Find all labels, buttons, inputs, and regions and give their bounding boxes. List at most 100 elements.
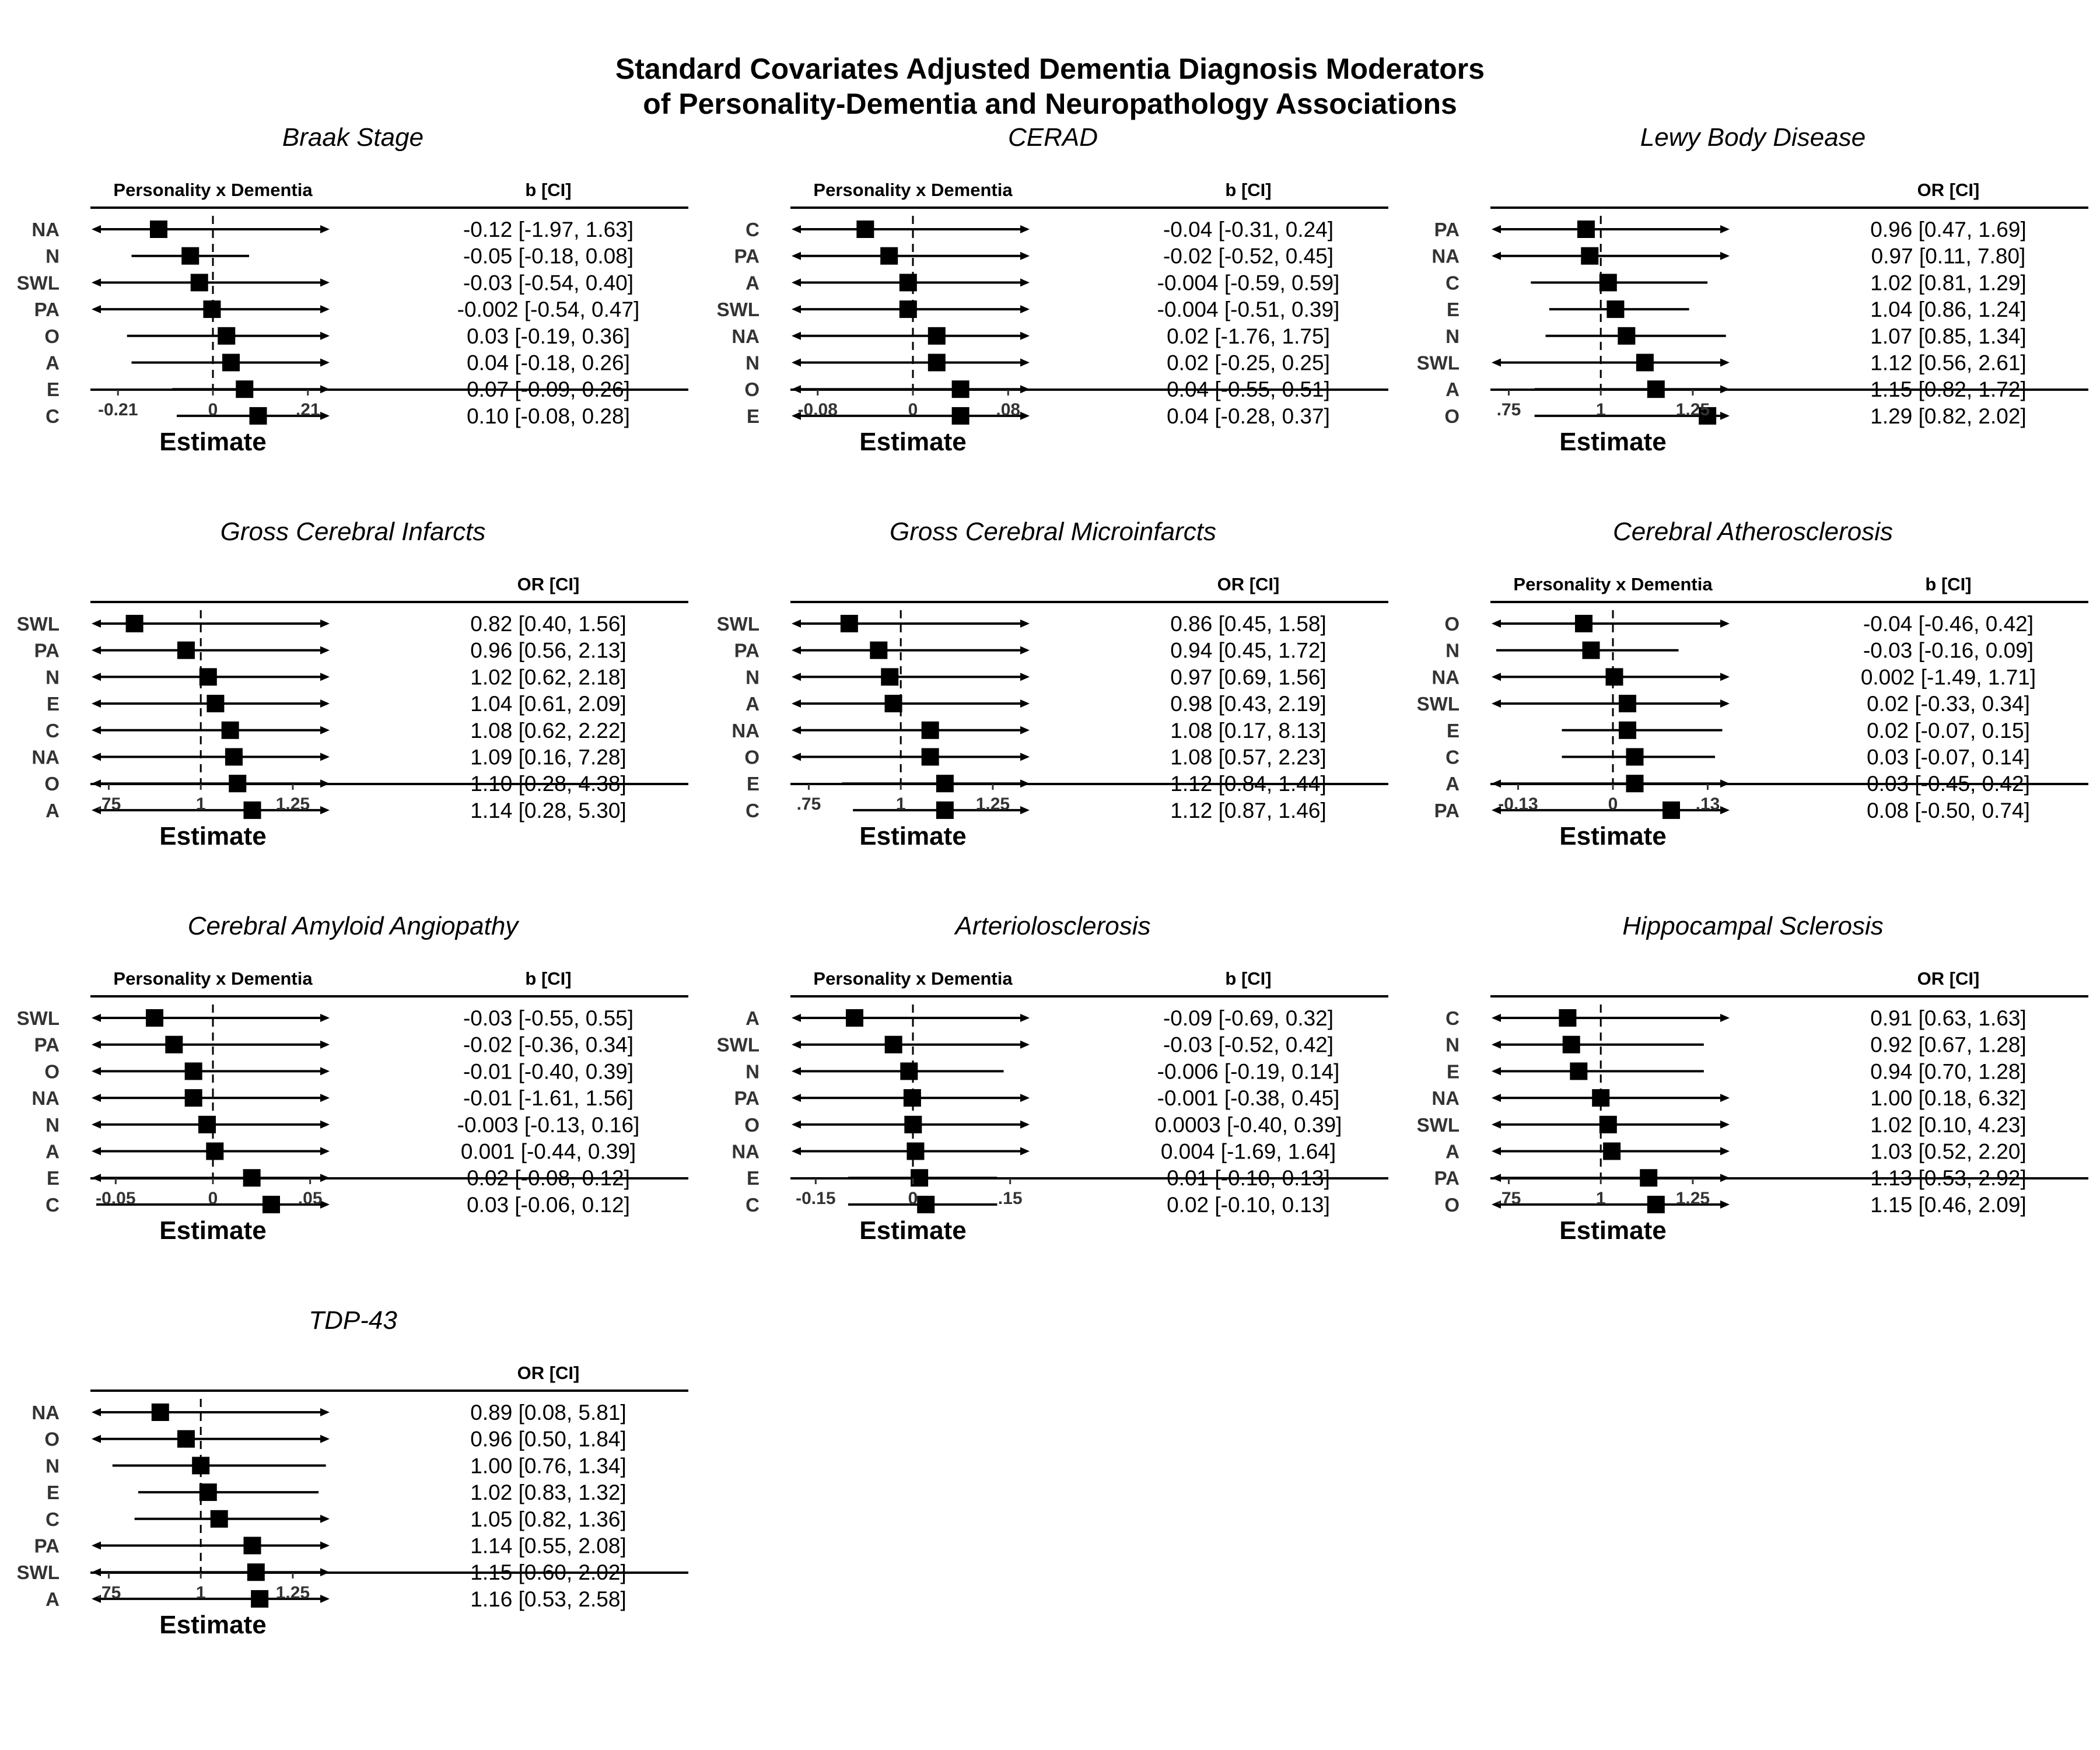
ci-arrow-left (792, 1014, 801, 1022)
estimate-text: 1.16 [0.53, 2.58] (470, 1587, 626, 1611)
point-estimate (899, 274, 917, 292)
estimate-text: 0.0003 [-0.40, 0.39] (1155, 1113, 1342, 1137)
x-tick-label: -0.15 (796, 1189, 835, 1208)
x-tick-label: .08 (996, 400, 1020, 419)
column-header-right: OR [CI] (1917, 180, 1980, 200)
point-estimate (221, 721, 239, 739)
figure-title-line-1: Standard Covariates Adjusted Dementia Di… (615, 52, 1485, 85)
row-label: NA (32, 1087, 60, 1109)
point-estimate (1592, 1089, 1610, 1107)
ci-arrow-right (1020, 1014, 1030, 1022)
ci-arrow-left (792, 1147, 801, 1156)
point-estimate (199, 1483, 217, 1502)
row-label: NA (32, 219, 60, 240)
ci-arrow-right (320, 1200, 330, 1209)
x-tick-label: .75 (1497, 1189, 1521, 1208)
estimate-text: 0.02 [-1.76, 1.75] (1167, 324, 1330, 348)
ci-arrow-right (1720, 699, 1730, 708)
row-label: O (44, 773, 60, 794)
ci-arrow-right (1020, 331, 1030, 340)
panel-title: Cerebral Amyloid Angiopathy (188, 912, 520, 940)
forest-panel: TDP-43 OR [CI] NA 0.89 [0.08, 5.81] O 0.96 [0… (0, 1183, 688, 1639)
point-estimate (243, 1536, 261, 1555)
row-label: N (746, 666, 760, 688)
forest-plot-svg: Gross Cerebral Infarcts OR [CI] SWL 0.82 [0… (17, 517, 688, 850)
estimate-text: -0.001 [-0.38, 0.45] (1157, 1086, 1340, 1110)
ci-arrow-left (1492, 1067, 1501, 1076)
ci-arrow-left (1492, 1174, 1501, 1182)
x-tick-label: .05 (298, 1189, 323, 1208)
point-estimate (917, 1195, 935, 1213)
row-label: N (1446, 640, 1460, 662)
estimate-text: 1.15 [0.82, 1.72] (1870, 377, 2026, 401)
row-label: PA (734, 640, 760, 662)
estimate-text: -0.02 [-0.52, 0.45] (1163, 244, 1334, 268)
estimate-text: 0.02 [-0.25, 0.25] (1167, 351, 1330, 375)
x-tick-label: 1 (1596, 1189, 1606, 1208)
ci-arrow-right (1020, 278, 1030, 287)
ci-arrow-right (1020, 620, 1030, 628)
estimate-text: 1.00 [0.76, 1.34] (470, 1454, 626, 1478)
column-header-left: Personality x Dementia (813, 968, 1013, 989)
ci-arrow-right (1020, 726, 1030, 734)
column-header-right: OR [CI] (1917, 968, 1980, 989)
panel-title: TDP-43 (309, 1306, 397, 1335)
estimate-text: 1.02 [0.62, 2.18] (470, 665, 626, 689)
ci-arrow-right (1020, 779, 1030, 788)
ci-arrow-right (320, 1174, 330, 1182)
estimate-text: 0.03 [-0.45, 0.42] (1867, 772, 2030, 796)
forest-plot-svg: Braak Stage Personality x Dementia b [CI] N… (17, 123, 688, 456)
panel-title: CERAD (1008, 123, 1098, 152)
estimate-text: 0.02 [-0.07, 0.15] (1867, 719, 2030, 743)
point-estimate (225, 748, 243, 766)
estimate-text: 0.03 [-0.06, 0.12] (467, 1193, 630, 1217)
estimate-text: 0.86 [0.45, 1.58] (1170, 612, 1326, 636)
point-estimate (1599, 274, 1617, 292)
ci-arrow-right (1720, 358, 1730, 367)
row-label: C (46, 720, 60, 741)
point-estimate (1626, 748, 1644, 766)
estimate-text: 1.13 [0.53, 2.92] (1870, 1166, 2026, 1190)
estimate-text: 0.92 [0.67, 1.28] (1870, 1033, 2026, 1057)
point-estimate (229, 775, 247, 793)
row-label: C (746, 800, 760, 821)
ci-arrow-left (92, 1408, 101, 1416)
figure-title-line-2: of Personality-Dementia and Neuropatholo… (643, 88, 1457, 120)
ci-arrow-right (320, 358, 330, 367)
ci-arrow-left (92, 1067, 101, 1076)
x-axis-label: Estimate (159, 428, 266, 456)
row-label: SWL (17, 1007, 60, 1029)
x-axis-label: Estimate (859, 428, 966, 456)
row-label: PA (1434, 219, 1460, 240)
estimate-text: 1.14 [0.28, 5.30] (470, 799, 626, 822)
forest-plot-svg: Arteriolosclerosis Personality x Dementia… (717, 912, 1388, 1245)
row-label: C (746, 1194, 760, 1216)
point-estimate (151, 1404, 169, 1421)
ci-arrow-right (1020, 411, 1030, 420)
point-estimate (181, 247, 200, 265)
estimate-text: 0.07 [-0.09, 0.26] (467, 377, 630, 401)
row-label: N (746, 352, 760, 374)
forest-plot-svg: Cerebral Atherosclerosis Personality x De… (1417, 517, 2088, 850)
ci-arrow-left (92, 779, 101, 788)
ci-arrow-left (792, 331, 801, 340)
point-estimate (1619, 721, 1636, 739)
row-label: O (1444, 405, 1460, 427)
row-label: E (1447, 1060, 1460, 1082)
row-label: SWL (17, 272, 60, 293)
ci-arrow-left (92, 1541, 101, 1550)
point-estimate (907, 1142, 925, 1160)
x-tick-label: .21 (296, 400, 320, 419)
panel-title: Lewy Body Disease (1640, 123, 1866, 152)
column-header-right: b [CI] (525, 968, 571, 989)
estimate-text: 1.15 [0.60, 2.02] (470, 1560, 626, 1584)
point-estimate (1618, 327, 1636, 345)
row-label: O (44, 1060, 60, 1082)
point-estimate (243, 1169, 261, 1187)
row-label: A (1446, 379, 1460, 400)
estimate-text: -0.04 [-0.46, 0.42] (1863, 612, 2034, 636)
ci-arrow-right (1720, 1014, 1730, 1022)
ci-arrow-left (792, 251, 801, 260)
x-tick-label: .15 (998, 1189, 1023, 1208)
point-estimate (1647, 1195, 1665, 1213)
